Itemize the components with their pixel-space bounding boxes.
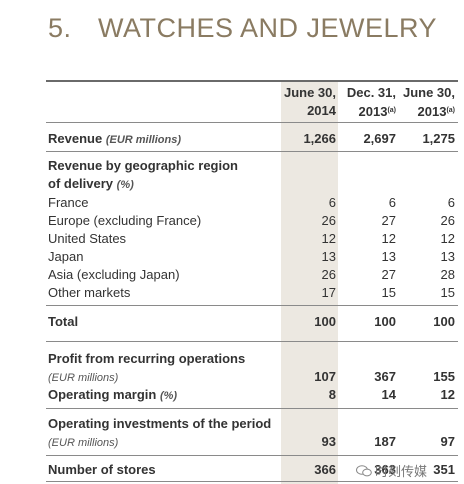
profit-value-3: 155 (433, 369, 455, 384)
row-rule (46, 408, 458, 409)
margin-value-1: 8 (328, 387, 336, 402)
current-period-highlight (281, 81, 338, 484)
wechat-icon (356, 465, 372, 477)
revenue-value-1: 1,266 (303, 131, 336, 146)
col-header-3-line2: 2013(a) (417, 104, 455, 119)
geo-row-value: 15 (440, 285, 455, 300)
col-header-1-line1: June 30, (283, 85, 336, 100)
geo-row-value: 17 (321, 285, 336, 300)
investments-value-1: 93 (321, 434, 336, 449)
margin-label: Operating margin (%) (48, 387, 178, 402)
total-label: Total (48, 314, 79, 329)
row-rule (46, 305, 458, 306)
geo-row-value: 6 (388, 195, 396, 210)
geo-row-value: 12 (321, 231, 336, 246)
section-number: 5. (48, 13, 72, 43)
geo-row-value: 12 (381, 231, 396, 246)
footnote-marker: (a) (446, 107, 455, 114)
geo-row-value: 27 (381, 267, 396, 282)
top-rule (46, 80, 458, 82)
row-rule (46, 151, 458, 152)
col-header-2-line1: Dec. 31, (346, 85, 396, 100)
total-value-2: 100 (374, 314, 396, 329)
geo-unit: (%) (116, 179, 134, 191)
watermark: 时刻传媒 (356, 461, 427, 480)
bottom-rule (46, 481, 458, 482)
stores-value-3: 351 (433, 462, 455, 477)
geo-row-label: Japan (48, 249, 84, 264)
geo-heading-line2: of delivery (%) (48, 176, 134, 191)
profit-label: Profit from recurring operations (48, 351, 246, 366)
col-header-1-line2: 2014 (307, 103, 336, 118)
margin-value-2: 14 (381, 387, 396, 402)
geo-row-label: Other markets (48, 285, 131, 300)
row-rule (46, 341, 458, 342)
geo-heading-line1: Revenue by geographic region (48, 158, 238, 173)
geo-row-label: United States (48, 231, 127, 246)
watermark-text: 时刻传媒 (375, 464, 428, 479)
investments-value-3: 97 (440, 434, 455, 449)
geo-row-value: 13 (321, 249, 336, 264)
geo-row-value: 6 (447, 195, 455, 210)
investments-value-2: 187 (374, 434, 396, 449)
total-value-3: 100 (433, 314, 455, 329)
geo-row-label: Asia (excluding Japan) (48, 267, 180, 282)
footnote-marker: (a) (387, 107, 396, 114)
section-title: WATCHES AND JEWELRY (98, 13, 438, 43)
geo-row-label: France (48, 195, 89, 210)
stores-value-1: 366 (314, 462, 336, 477)
profit-value-1: 107 (314, 369, 336, 384)
header-rule (46, 122, 458, 123)
col-header-3-line1: June 30, (402, 85, 455, 100)
investments-label: Operating investments of the period (48, 416, 272, 431)
geo-row-value: 15 (381, 285, 396, 300)
revenue-value-3: 1,275 (422, 131, 455, 146)
geo-row-label: Europe (excluding France) (48, 213, 202, 228)
revenue-unit: (EUR millions) (105, 134, 181, 146)
geo-row-value: 12 (440, 231, 455, 246)
col-header-2-line2: 2013(a) (358, 104, 396, 119)
row-rule (46, 455, 458, 456)
revenue-value-2: 2,697 (363, 131, 396, 146)
profit-unit: (EUR millions) (48, 372, 119, 384)
geo-row-value: 27 (381, 213, 396, 228)
revenue-label: Revenue (EUR millions) (48, 131, 181, 146)
margin-unit: (%) (159, 390, 178, 402)
geo-row-value: 13 (381, 249, 396, 264)
geo-row-value: 28 (440, 267, 455, 282)
geo-row-value: 13 (440, 249, 455, 264)
geo-row-value: 26 (440, 213, 455, 228)
geo-row-value: 26 (321, 267, 336, 282)
investments-unit: (EUR millions) (48, 437, 119, 449)
profit-value-2: 367 (374, 369, 396, 384)
stores-label: Number of stores (48, 462, 156, 477)
page-title: 5. WATCHES AND JEWELRY (48, 13, 437, 44)
stores-value-2: 363 (374, 462, 396, 477)
geo-row-value: 26 (321, 213, 336, 228)
geo-row-value: 6 (328, 195, 336, 210)
margin-value-3: 12 (440, 387, 455, 402)
total-value-1: 100 (314, 314, 336, 329)
